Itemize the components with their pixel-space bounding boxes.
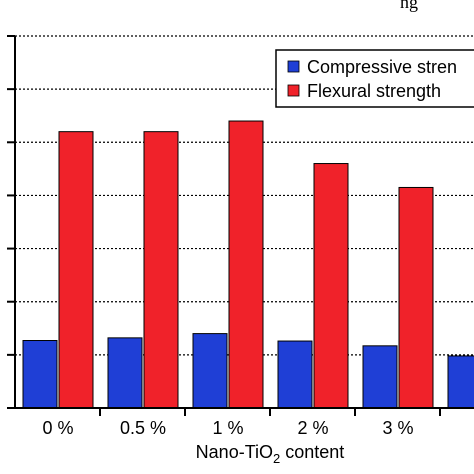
legend-label-flexural: Flexural strength (307, 81, 441, 101)
top-partial-text: ng (400, 0, 418, 12)
x-ticks: 0 %0.5 %1 %2 %3 %5 (42, 408, 441, 438)
legend-swatch-flexural (287, 84, 300, 97)
x-tick-label: 1 % (212, 418, 243, 438)
bar (22, 340, 58, 409)
x-tick-label: 0.5 % (120, 418, 166, 438)
y-ticks (7, 35, 15, 409)
bar (362, 345, 398, 409)
bar (447, 355, 474, 409)
x-axis-title-suffix: content (280, 442, 344, 462)
x-axis-title: Nano-TiO2 content (196, 442, 345, 466)
bars (22, 120, 474, 409)
bar (58, 131, 94, 409)
legend-label-compressive: Compressive stren (307, 57, 457, 77)
bar (398, 186, 434, 409)
x-tick-label: 2 % (297, 418, 328, 438)
bar (277, 340, 313, 409)
bar (107, 337, 143, 409)
legend-swatch-compressive (287, 60, 300, 73)
bar (313, 163, 349, 409)
axes (14, 36, 474, 409)
bar (143, 131, 179, 409)
x-tick-label: 0 % (42, 418, 73, 438)
bar (228, 120, 264, 409)
bar (192, 333, 228, 409)
legend: Compressive stren Flexural strength (275, 49, 474, 108)
x-tick-label: 3 % (382, 418, 413, 438)
x-axis-title-subscript: 2 (273, 451, 280, 466)
x-axis-title-main: Nano-TiO (196, 442, 273, 462)
legend-box (275, 49, 474, 108)
